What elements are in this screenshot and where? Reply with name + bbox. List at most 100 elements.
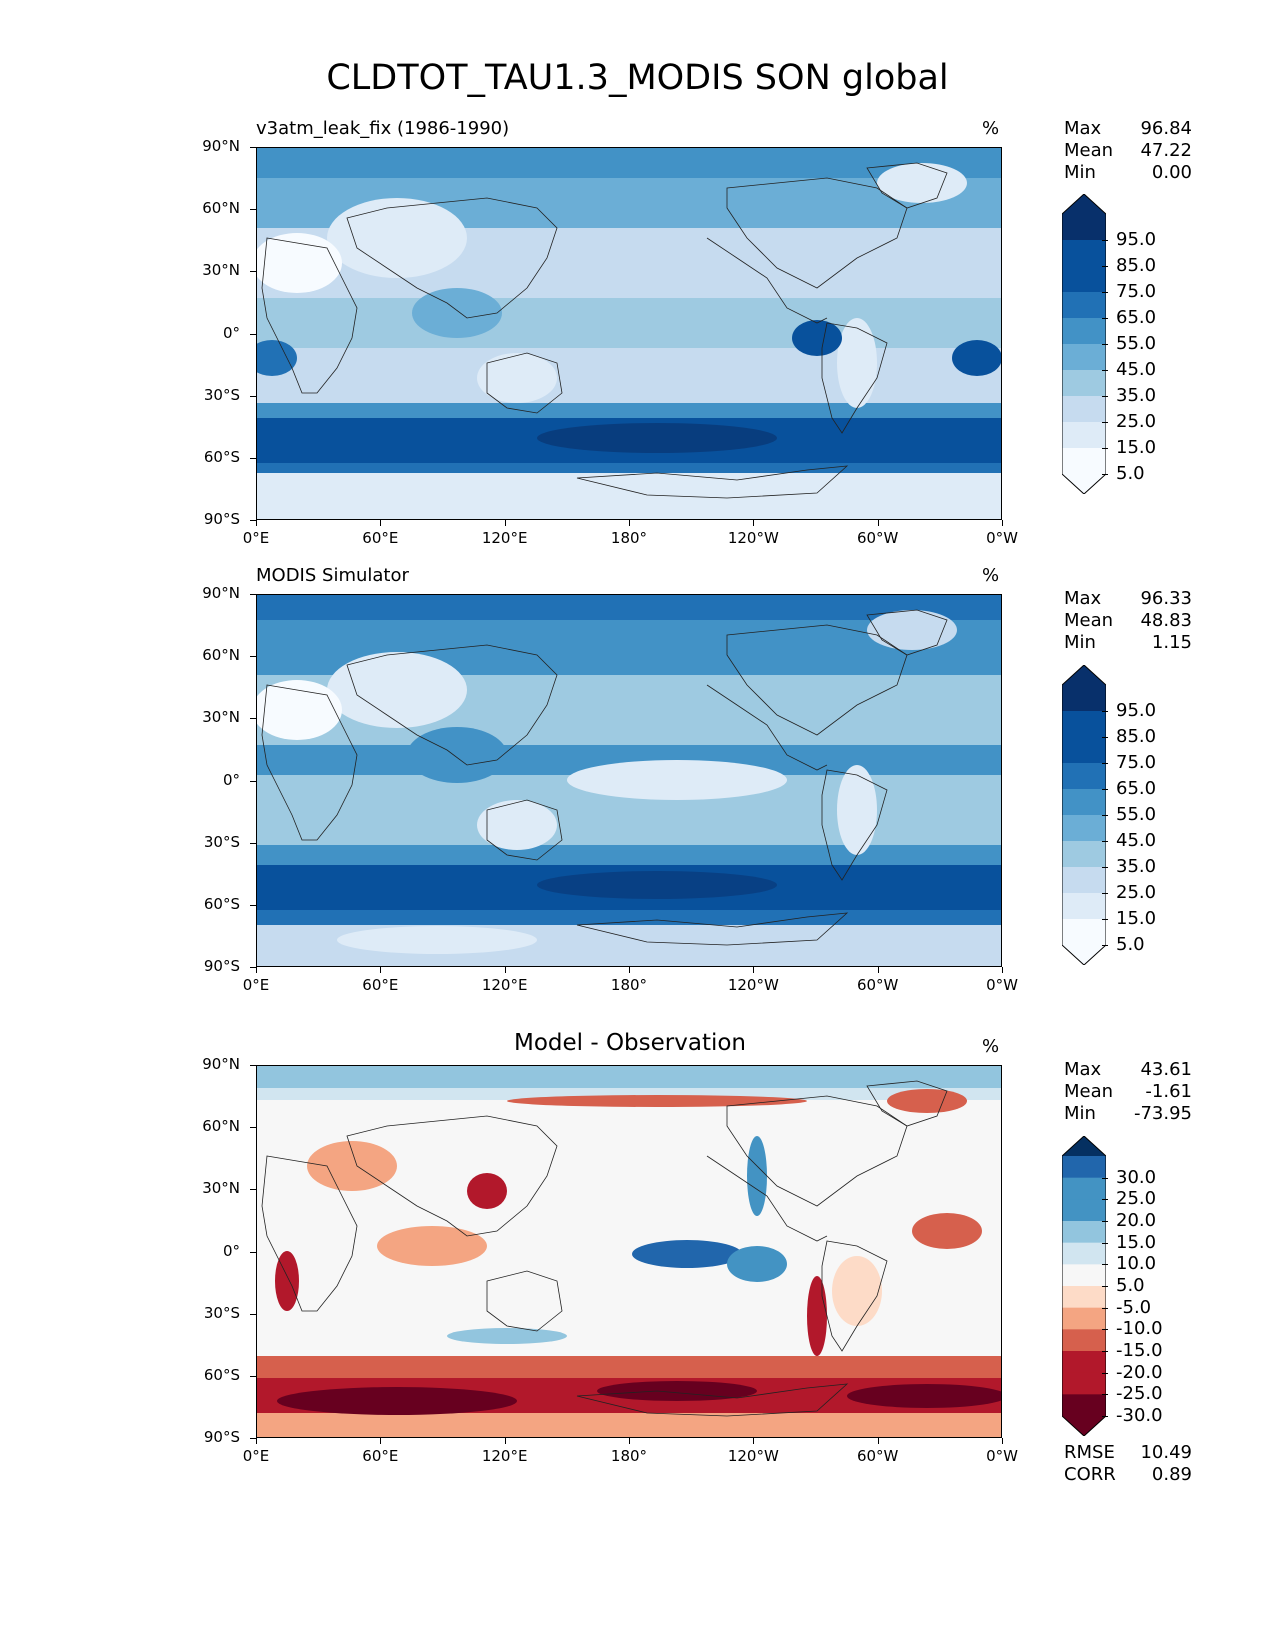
- colorbar-bin: [1062, 1372, 1106, 1395]
- colorbar-bin: [1062, 737, 1106, 764]
- lat-tick-label: 60°N: [202, 199, 240, 218]
- colorbar-bin: [1062, 344, 1106, 371]
- colorbar-tick-mark: [1102, 318, 1108, 319]
- colorbar-tick-label: 15.0: [1116, 437, 1157, 458]
- colorbar-tick-mark: [1102, 240, 1108, 241]
- panel-obs: MODIS Simulator %: [0, 565, 1275, 1035]
- lat-tick-label: 0°: [222, 323, 240, 342]
- colorbar-tick-label: -30.0: [1116, 1405, 1163, 1426]
- lon-tick-mark: [629, 520, 630, 526]
- lon-tick-label: 180°: [610, 1447, 648, 1465]
- colorbar-tick-label: 35.0: [1116, 385, 1157, 406]
- colorbar-extend-max: [1062, 194, 1106, 214]
- lat-tick-label: 60°S: [203, 1365, 240, 1384]
- colorbar-tick-mark: [1102, 711, 1108, 712]
- colorbar-bin: [1062, 318, 1106, 345]
- lon-tick-mark: [380, 967, 382, 973]
- colorbar-tick-mark: [1102, 1286, 1108, 1287]
- colorbar-tick-label: 95.0: [1116, 700, 1157, 721]
- colorbar-tick-label: 5.0: [1116, 934, 1145, 955]
- lon-tick-label: 120°E: [481, 976, 528, 994]
- colorbar-tick-label: 25.0: [1116, 411, 1157, 432]
- lon-tick-label: 120°W: [727, 1447, 779, 1465]
- colorbar-bin: [1062, 1156, 1106, 1179]
- colorbar-tick-mark: [1102, 344, 1108, 345]
- colorbar-bin: [1062, 1221, 1106, 1244]
- colorbar-diff: [1061, 1135, 1107, 1440]
- stat-mean: Mean 48.83: [1064, 610, 1192, 631]
- lat-tick-label: 90°S: [203, 957, 240, 975]
- colorbar-bin: [1062, 711, 1106, 738]
- colorbar-tick-mark: [1102, 396, 1108, 397]
- lat-tick-mark: [250, 594, 256, 595]
- colorbar-tick-mark: [1102, 789, 1108, 790]
- colorbar-tick-label: -15.0: [1116, 1340, 1163, 1361]
- colorbar-tick-mark: [1102, 1199, 1108, 1201]
- colorbar-tick-mark: [1102, 763, 1108, 764]
- colorbar-tick-mark: [1102, 841, 1108, 842]
- colorbar-tick-label: 95.0: [1116, 229, 1157, 250]
- lon-tick-mark: [629, 967, 630, 973]
- lon-tick-label: 120°W: [727, 976, 779, 994]
- lon-tick-mark: [1002, 1438, 1003, 1444]
- lon-tick-label: 0°E: [242, 976, 270, 994]
- colorbar-tick-mark: [1102, 919, 1108, 920]
- lat-tick-mark: [250, 780, 256, 782]
- lon-tick-mark: [504, 1438, 506, 1444]
- lat-tick-label: 90°S: [203, 1428, 240, 1446]
- colorbar-bin: [1062, 1329, 1106, 1352]
- lat-tick-mark: [250, 1127, 256, 1129]
- colorbar-tick-mark: [1102, 945, 1108, 946]
- colorbar-tick-mark: [1102, 1416, 1108, 1417]
- colorbar-tick-label: 85.0: [1116, 255, 1157, 276]
- stat-max: Max 96.84: [1064, 118, 1192, 139]
- lat-tick-mark: [250, 271, 256, 273]
- colorbar-extend-max: [1062, 1136, 1106, 1156]
- lat-tick-mark: [250, 842, 256, 844]
- colorbar-bin: [1062, 841, 1106, 868]
- lat-tick-mark: [250, 656, 256, 658]
- colorbar-bin: [1062, 370, 1106, 397]
- lon-tick-label: 180°: [610, 529, 648, 547]
- colorbar-tick-label: 65.0: [1116, 778, 1157, 799]
- map-model: [256, 147, 1002, 520]
- lon-tick-label: 60°E: [362, 976, 399, 994]
- colorbar-tick-label: -5.0: [1116, 1296, 1152, 1318]
- colorbar-tick-mark: [1102, 266, 1108, 267]
- units-label: %: [982, 118, 1000, 139]
- colorbar-tick-label: 55.0: [1116, 804, 1157, 825]
- colorbar-extend-max: [1062, 665, 1106, 685]
- colorbar-tick-label: 35.0: [1116, 856, 1157, 877]
- stat-min: Min 1.15: [1064, 632, 1192, 653]
- colorbar-tick-label: 45.0: [1116, 359, 1157, 380]
- colorbar-extend-min: [1062, 945, 1106, 965]
- stats-model: Max 96.84 Mean 47.22 Min 0.00: [1064, 118, 1192, 184]
- lat-tick-label: 0°: [222, 770, 240, 789]
- lat-tick-mark: [250, 395, 256, 397]
- lat-tick-label: 30°S: [203, 385, 240, 404]
- colorbar-bin: [1062, 396, 1106, 423]
- colorbar-model: [1061, 193, 1107, 498]
- stat-min: Min -73.95: [1064, 1103, 1192, 1124]
- lat-tick-mark: [250, 1251, 256, 1253]
- colorbar-bin: [1062, 1286, 1106, 1309]
- lon-tick-mark: [504, 967, 506, 973]
- lon-tick-label: 60°E: [362, 529, 399, 547]
- figure-title: CLDTOT_TAU1.3_MODIS SON global: [326, 58, 949, 98]
- colorbar-tick-label: -10.0: [1116, 1318, 1163, 1340]
- colorbar-tick-label: 55.0: [1116, 333, 1157, 354]
- lon-tick-mark: [877, 967, 879, 973]
- lon-tick-mark: [877, 1438, 879, 1444]
- colorbar-bin: [1062, 1307, 1106, 1330]
- units-label: %: [982, 565, 1000, 586]
- colorbar-tick-mark: [1102, 474, 1108, 475]
- lon-tick-label: 0°W: [986, 529, 1018, 547]
- lat-tick-label: 90°N: [202, 584, 240, 602]
- lon-tick-mark: [1002, 520, 1003, 526]
- colorbar-tick-label: 5.0: [1116, 463, 1145, 484]
- lon-tick-mark: [1002, 967, 1003, 973]
- colorbar-tick-mark: [1102, 1394, 1108, 1396]
- lon-tick-label: 0°E: [242, 1447, 270, 1465]
- stats-obs: Max 96.33 Mean 48.83 Min 1.15: [1064, 588, 1192, 654]
- lat-tick-mark: [250, 1065, 256, 1066]
